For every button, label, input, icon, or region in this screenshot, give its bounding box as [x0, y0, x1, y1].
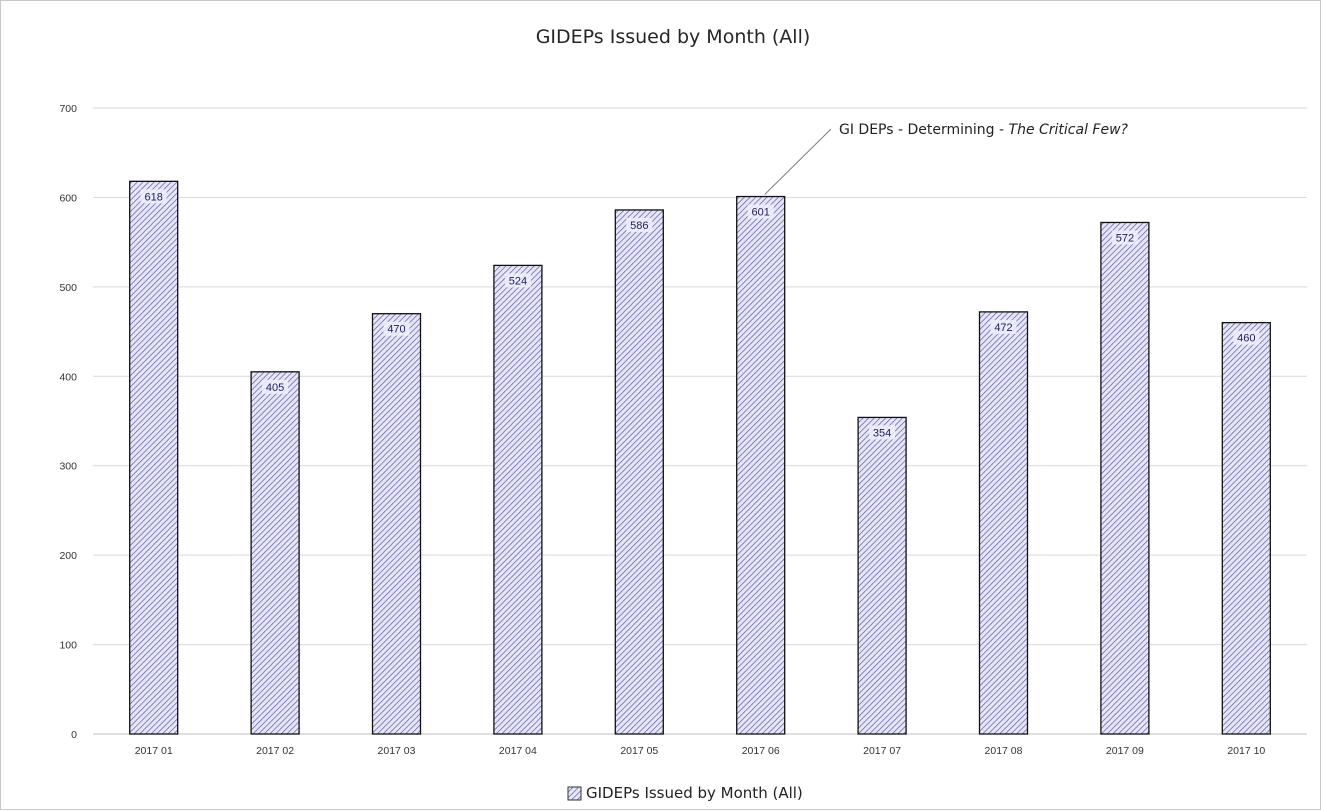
- y-tick-label: 500: [59, 282, 77, 294]
- data-label-background: [262, 379, 289, 394]
- data-label-background: [383, 321, 410, 336]
- x-tick-label: 2017 06: [742, 745, 780, 757]
- x-axis-ticks: 2017 01 2017 02 2017 03 2017 04 2017 05 2017 …: [135, 745, 1266, 757]
- bar: [129, 180, 179, 735]
- y-tick-label: 300: [59, 461, 77, 473]
- y-tick-label: 600: [59, 192, 77, 204]
- annotation-text: GI DEPs - Determining - The Critical Few…: [839, 122, 1129, 138]
- y-tick-label: 400: [59, 371, 77, 383]
- x-tick-label: 2017 05: [620, 745, 658, 757]
- annotation-leader-line: [764, 128, 832, 195]
- bar: [1221, 321, 1271, 735]
- data-label: 618: [145, 191, 163, 203]
- legend-label: GIDEPs Issued by Month (All): [586, 784, 803, 802]
- data-label-background: [1111, 230, 1138, 245]
- data-label: 470: [387, 324, 405, 336]
- data-label: 601: [752, 207, 770, 219]
- y-tick-label: 100: [59, 640, 77, 652]
- annotation-text-italic: The Critical Few?: [1009, 122, 1129, 138]
- x-tick-label: 2017 07: [863, 745, 901, 757]
- bar: [978, 311, 1029, 735]
- legend-swatch: [567, 786, 582, 801]
- y-tick-label: 0: [71, 729, 77, 741]
- data-label-background: [747, 204, 774, 219]
- x-tick-label: 2017 09: [1106, 745, 1144, 757]
- annotation-text-plain: GI DEPs - Determining -: [839, 122, 1009, 138]
- bar: [371, 313, 422, 735]
- data-label-background: [140, 189, 167, 204]
- y-axis-ticks: 0 100 200 300 400 500 600 700: [59, 103, 77, 741]
- bar: [857, 416, 907, 735]
- x-tick-label: 2017 08: [985, 745, 1023, 757]
- x-tick-label: 2017 04: [499, 745, 537, 757]
- data-label-background: [626, 217, 653, 232]
- data-label: 572: [1116, 232, 1134, 244]
- chart-title: GIDEPs Issued by Month (All): [536, 26, 811, 48]
- x-tick-label: 2017 02: [256, 745, 294, 757]
- data-label: 460: [1237, 333, 1255, 345]
- y-tick-label: 200: [59, 550, 77, 562]
- data-label-background: [1233, 330, 1260, 345]
- data-label: 354: [873, 427, 891, 439]
- x-tick-label: 2017 10: [1227, 745, 1265, 757]
- legend: GIDEPs Issued by Month (All): [567, 784, 803, 802]
- annotation: GI DEPs - Determining - The Critical Few…: [764, 122, 1129, 195]
- data-label: 524: [509, 275, 527, 287]
- x-tick-label: 2017 03: [378, 745, 416, 757]
- bar: [250, 371, 300, 735]
- bar: [493, 264, 543, 735]
- bar: [1100, 221, 1150, 735]
- bar: [614, 209, 664, 735]
- y-tick-label: 700: [59, 103, 77, 115]
- bars: [129, 180, 1271, 735]
- bar: [736, 195, 786, 735]
- data-label: 472: [994, 322, 1012, 334]
- data-label-background: [504, 273, 531, 288]
- data-label-background: [990, 319, 1017, 334]
- data-label: 405: [266, 382, 284, 394]
- data-label-background: [869, 425, 896, 440]
- data-labels: 618 405 470 524 586 601 354 472 572 460: [140, 189, 1260, 440]
- data-label: 586: [630, 220, 648, 232]
- x-tick-label: 2017 01: [135, 745, 173, 757]
